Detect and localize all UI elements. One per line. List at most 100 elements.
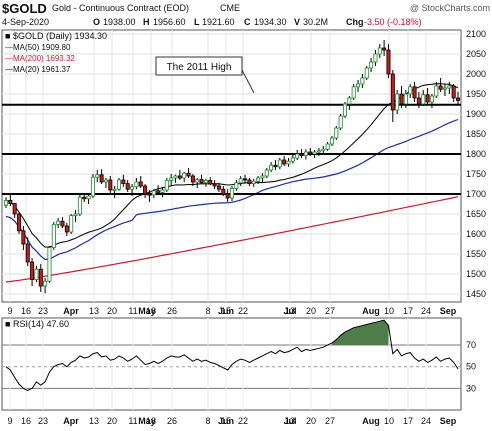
candle-body xyxy=(286,160,291,165)
candle-body xyxy=(243,178,248,181)
candle-body xyxy=(156,190,161,193)
candle-body xyxy=(143,185,148,195)
candle-body xyxy=(173,175,178,179)
x-tick-label: 26 xyxy=(167,306,177,316)
candle-body xyxy=(103,179,108,183)
candle-body xyxy=(199,179,204,184)
price-y-tick-label: 2100 xyxy=(466,29,486,39)
x-tick-label: 18 xyxy=(146,416,156,426)
candle-body xyxy=(325,143,330,150)
low-value: 1921.60 xyxy=(202,17,235,27)
low-label: L xyxy=(194,17,200,27)
price-y-axis: 1450 1500 1550 1600 1650 1700 1750 1800 1850 1900… xyxy=(466,29,486,299)
candle-body xyxy=(169,177,174,181)
candle-body xyxy=(212,183,217,187)
rsi-series-line xyxy=(5,319,459,392)
candle-body xyxy=(342,103,347,117)
candle-body xyxy=(303,151,308,156)
x-tick-label: 24 xyxy=(421,306,431,316)
quote-date: 4-Sep-2020 xyxy=(2,17,49,27)
candle-body xyxy=(34,268,39,281)
x-tick-label: 13 xyxy=(89,306,99,316)
candle-body xyxy=(412,86,417,99)
candle-body xyxy=(277,159,282,168)
candle-body xyxy=(364,67,369,79)
x-month-label: Jul xyxy=(283,416,296,426)
candle-body xyxy=(299,153,304,156)
stockcharts-watermark[interactable]: @ StockCharts.com xyxy=(410,3,490,13)
x-tick-label: 15 xyxy=(221,306,231,316)
candle-body xyxy=(251,180,256,184)
candle-body xyxy=(390,73,395,111)
candle-body xyxy=(190,175,195,183)
candle-body xyxy=(347,97,352,105)
change-value: -3.50 (-0.18%) xyxy=(364,17,422,27)
x-month-label: Apr xyxy=(63,416,79,426)
candle-body xyxy=(447,85,452,89)
candle-body xyxy=(30,261,35,281)
rsi-y-tick-label: 50 xyxy=(466,362,476,372)
candle-body xyxy=(395,93,400,111)
candle-body xyxy=(260,175,265,179)
candle-body xyxy=(216,185,221,190)
candle-body xyxy=(316,150,321,153)
candle-body xyxy=(64,225,69,233)
candle-body xyxy=(282,159,287,165)
candle-body xyxy=(95,174,100,178)
candle-body xyxy=(338,115,343,129)
candle-body xyxy=(186,172,191,177)
x-tick-label: 15 xyxy=(221,416,231,426)
high-label: H xyxy=(143,17,150,27)
candle-body xyxy=(442,87,447,90)
candle-body xyxy=(82,196,87,200)
annotation-text: The 2011 High xyxy=(167,62,232,73)
legend-ma200: —MA(200) 1693.32 xyxy=(5,54,75,63)
price-panel: 1450 1500 1550 1600 1650 1700 1750 1800 1850 1900… xyxy=(1,29,486,303)
x-tick-label: 16 xyxy=(21,416,31,426)
candle-body xyxy=(295,153,300,159)
candle-body xyxy=(151,190,156,196)
rsi-y-tick-label: 30 xyxy=(466,383,476,393)
candle-body xyxy=(108,179,113,191)
x-tick-label: 18 xyxy=(146,306,156,316)
rsi-panel: 30 50 70 ■ RSI(14) 47.60 xyxy=(1,317,476,411)
candle-body xyxy=(112,188,117,191)
candle-body xyxy=(429,95,434,103)
moving-average-lines xyxy=(5,83,459,283)
x-tick-label: 20 xyxy=(306,416,316,426)
x-tick-label: 13 xyxy=(89,416,99,426)
ma50-line xyxy=(5,118,459,261)
candle-body xyxy=(321,148,326,152)
price-y-tick-label: 1900 xyxy=(466,109,486,119)
candle-body xyxy=(208,179,213,185)
x-month-label: Jun xyxy=(218,416,234,426)
x-tick-label: 17 xyxy=(403,416,413,426)
candle-body xyxy=(234,182,239,189)
price-y-tick-label: 1500 xyxy=(466,269,486,279)
x-tick-label: 27 xyxy=(325,416,335,426)
close-label: C xyxy=(244,17,251,27)
candle-body xyxy=(455,97,460,101)
legend-ma50: —MA(50) 1909.80 xyxy=(5,43,71,52)
x-tick-label: 22 xyxy=(238,416,248,426)
rsi-panel-frame xyxy=(1,317,462,411)
rsi-y-tick-label: 70 xyxy=(466,340,476,350)
candle-body xyxy=(164,179,169,191)
rsi-overbought-fill xyxy=(332,320,389,346)
ma20-line xyxy=(5,83,459,248)
candle-body xyxy=(334,127,339,139)
candle-body xyxy=(12,203,17,215)
candle-body xyxy=(177,175,182,179)
x-month-label: Apr xyxy=(63,306,79,316)
candle-body xyxy=(382,47,387,51)
legend-swatch-price: ■ xyxy=(5,31,10,41)
x-tick-label: 13 xyxy=(285,416,295,426)
candle-body xyxy=(60,220,65,227)
x-tick-label: 20 xyxy=(306,306,316,316)
high-value: 1956.60 xyxy=(153,17,186,27)
candle-body xyxy=(269,164,274,171)
rsi-y-axis: 30 50 70 xyxy=(466,340,476,393)
candle-body xyxy=(99,174,104,183)
x-month-label: Sep xyxy=(440,416,457,426)
price-y-tick-label: 1700 xyxy=(466,189,486,199)
